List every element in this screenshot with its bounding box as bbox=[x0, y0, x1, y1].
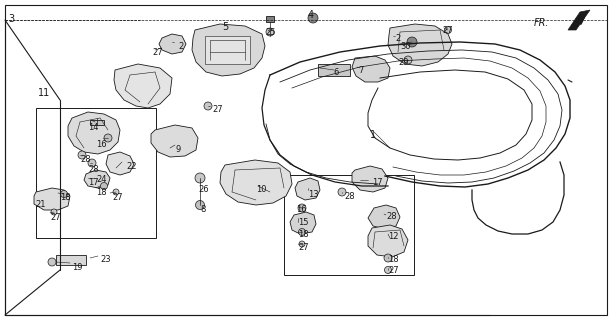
Circle shape bbox=[204, 102, 212, 110]
Text: 27: 27 bbox=[212, 105, 223, 114]
Polygon shape bbox=[568, 10, 590, 30]
Text: 4: 4 bbox=[308, 10, 314, 20]
Bar bbox=[318, 64, 350, 76]
Bar bbox=[90, 120, 104, 125]
Text: 28: 28 bbox=[80, 155, 91, 164]
Polygon shape bbox=[388, 24, 452, 66]
Text: 14: 14 bbox=[88, 123, 99, 132]
Text: 26: 26 bbox=[198, 185, 209, 194]
Circle shape bbox=[266, 28, 274, 36]
Text: 30: 30 bbox=[400, 42, 411, 51]
Text: 2: 2 bbox=[395, 34, 400, 43]
Circle shape bbox=[61, 190, 67, 197]
Polygon shape bbox=[114, 64, 172, 108]
Circle shape bbox=[113, 189, 119, 195]
Circle shape bbox=[100, 182, 108, 189]
Text: 16: 16 bbox=[96, 140, 106, 149]
Polygon shape bbox=[220, 160, 292, 205]
Text: 18: 18 bbox=[60, 193, 70, 202]
Bar bbox=[266, 16, 274, 22]
Circle shape bbox=[308, 13, 318, 23]
Text: 16: 16 bbox=[296, 205, 307, 214]
Text: 21: 21 bbox=[35, 200, 45, 209]
Bar bbox=[205, 36, 250, 64]
Text: FR.: FR. bbox=[534, 18, 550, 28]
Polygon shape bbox=[352, 166, 388, 192]
Text: 27: 27 bbox=[112, 193, 122, 202]
Circle shape bbox=[384, 254, 392, 262]
Text: 27: 27 bbox=[152, 48, 163, 57]
Text: 8: 8 bbox=[200, 205, 206, 214]
Text: 24: 24 bbox=[96, 175, 106, 184]
Circle shape bbox=[78, 151, 86, 159]
Circle shape bbox=[299, 241, 305, 247]
Bar bbox=[284, 175, 414, 275]
Circle shape bbox=[298, 204, 306, 212]
Circle shape bbox=[51, 209, 57, 215]
Polygon shape bbox=[352, 56, 390, 82]
Text: 27: 27 bbox=[50, 213, 61, 222]
Polygon shape bbox=[68, 112, 120, 154]
Text: 9: 9 bbox=[176, 145, 181, 154]
Text: 27: 27 bbox=[442, 26, 453, 35]
Text: 2: 2 bbox=[178, 42, 183, 51]
Polygon shape bbox=[106, 152, 134, 175]
Polygon shape bbox=[84, 170, 110, 188]
Text: 13: 13 bbox=[308, 190, 319, 199]
Text: 5: 5 bbox=[222, 22, 228, 32]
Text: 27: 27 bbox=[388, 266, 398, 275]
Text: 7: 7 bbox=[358, 66, 364, 75]
Circle shape bbox=[104, 134, 112, 142]
Polygon shape bbox=[34, 188, 70, 210]
Polygon shape bbox=[159, 34, 186, 54]
Polygon shape bbox=[192, 24, 265, 76]
Polygon shape bbox=[368, 205, 400, 229]
Polygon shape bbox=[290, 212, 316, 234]
Circle shape bbox=[404, 56, 412, 64]
Text: 10: 10 bbox=[256, 185, 266, 194]
Text: 23: 23 bbox=[100, 255, 111, 264]
Text: 6: 6 bbox=[333, 68, 338, 77]
Text: 25: 25 bbox=[265, 28, 275, 37]
Text: 11: 11 bbox=[38, 88, 50, 98]
Text: 19: 19 bbox=[72, 263, 83, 272]
Text: 3: 3 bbox=[8, 14, 14, 24]
Polygon shape bbox=[368, 225, 408, 257]
Circle shape bbox=[299, 228, 305, 236]
Circle shape bbox=[384, 267, 392, 274]
Text: 1: 1 bbox=[370, 130, 376, 140]
Text: 28: 28 bbox=[344, 192, 354, 201]
Polygon shape bbox=[151, 125, 198, 157]
Circle shape bbox=[407, 37, 417, 47]
Circle shape bbox=[338, 188, 346, 196]
Text: 22: 22 bbox=[126, 162, 136, 171]
Text: 18: 18 bbox=[96, 188, 106, 197]
Circle shape bbox=[195, 173, 205, 183]
Text: 18: 18 bbox=[298, 230, 308, 239]
Bar bbox=[56, 255, 86, 265]
Text: 15: 15 bbox=[298, 218, 308, 227]
Text: 17: 17 bbox=[88, 178, 99, 187]
Text: 28: 28 bbox=[88, 165, 99, 174]
Circle shape bbox=[195, 201, 204, 210]
Text: 29: 29 bbox=[398, 58, 408, 67]
Text: 12: 12 bbox=[388, 232, 398, 241]
Circle shape bbox=[88, 159, 96, 167]
Polygon shape bbox=[295, 178, 320, 200]
Text: 17: 17 bbox=[372, 178, 382, 187]
Bar bbox=[36, 108, 156, 238]
Circle shape bbox=[444, 27, 452, 34]
Circle shape bbox=[48, 258, 56, 266]
Text: 18: 18 bbox=[388, 255, 398, 264]
Text: 27: 27 bbox=[298, 243, 308, 252]
Text: 28: 28 bbox=[386, 212, 397, 221]
